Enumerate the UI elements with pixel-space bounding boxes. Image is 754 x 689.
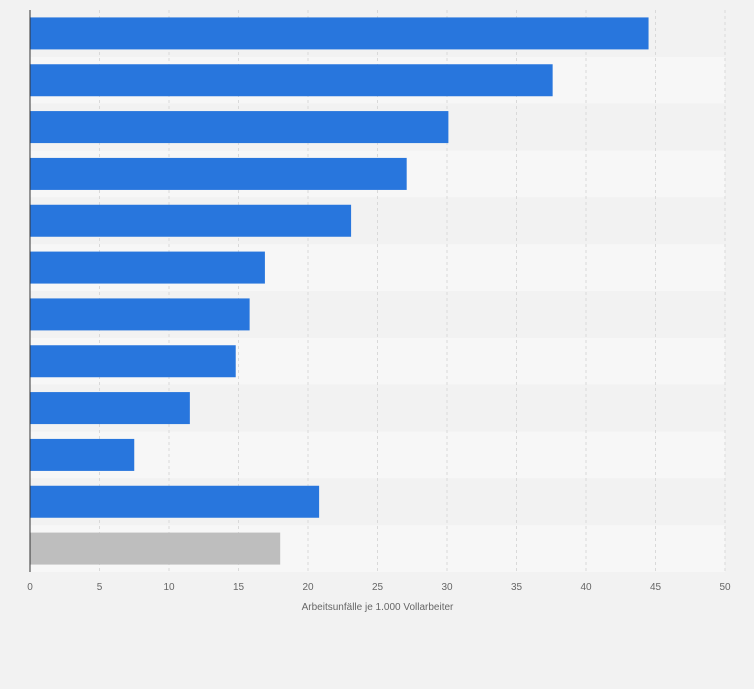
x-tick-label: 20 [302,582,314,593]
bar[interactable] [30,204,352,237]
bar[interactable] [30,392,190,425]
bar[interactable] [30,345,236,378]
x-tick-label: 40 [580,582,592,593]
x-tick-label: 0 [27,582,33,593]
bar[interactable] [30,17,649,50]
bar[interactable] [30,298,250,331]
bar[interactable] [30,251,265,284]
x-tick-label: 10 [163,582,175,593]
x-tick-label: 25 [372,582,384,593]
x-tick-label: 50 [719,582,731,593]
bar[interactable] [30,111,449,144]
bar[interactable] [30,157,407,190]
x-tick-label: 5 [97,582,103,593]
x-tick-label: 45 [650,582,662,593]
grid-lines [99,10,726,572]
x-tick-label: 30 [441,582,453,593]
x-tick-labels: 0 5 10 15 20 25 30 35 40 45 50 [27,582,731,593]
x-axis-title: Arbeitsunfälle je 1.000 Vollarbeiter [302,602,454,613]
bars [30,17,649,565]
bar[interactable] [30,532,281,565]
x-tick-label: 15 [233,582,245,593]
x-tick-label: 35 [511,582,523,593]
bar[interactable] [30,64,553,97]
bar[interactable] [30,438,135,471]
bar[interactable] [30,485,320,518]
